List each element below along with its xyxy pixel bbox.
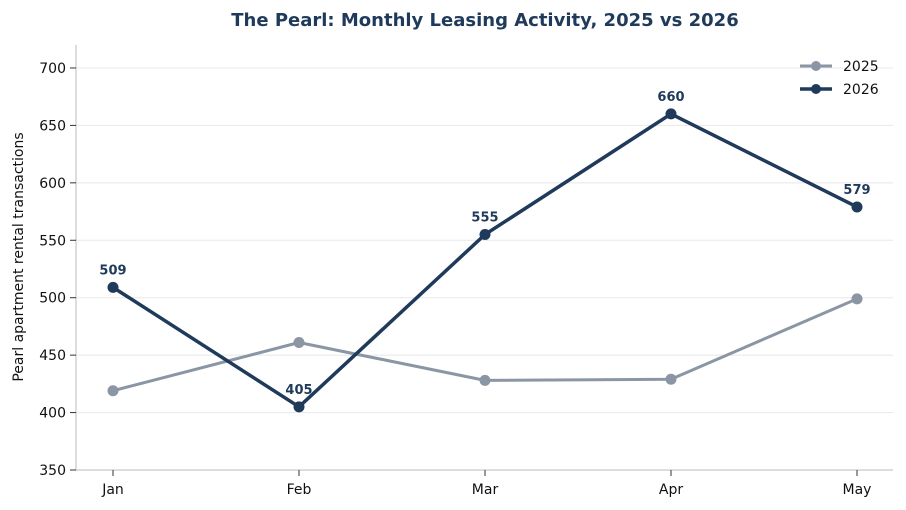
y-tick-label: 600 [39, 176, 66, 192]
y-axis-label: Pearl apartment rental transactions [11, 132, 27, 381]
legend-marker [811, 84, 821, 94]
y-tick-label: 450 [39, 348, 66, 364]
y-tick-label: 550 [39, 233, 66, 249]
series-2025-point [293, 337, 305, 348]
data-label: 509 [99, 263, 126, 278]
y-axis-ticks: 350 400 450 500 550 600 650 700 [39, 61, 76, 479]
series-2026-point [293, 401, 305, 413]
series-2026-point [107, 281, 119, 293]
data-label: 579 [843, 183, 870, 198]
y-tick-label: 500 [39, 291, 66, 307]
legend-item-2025: 2025 [800, 59, 879, 75]
series-2026-point [479, 229, 491, 241]
series-2025 [107, 293, 863, 397]
x-tick-label: Mar [472, 482, 499, 498]
series-2025-point [665, 373, 677, 385]
gridlines [76, 67, 893, 414]
y-tick-label: 400 [39, 406, 66, 422]
chart-title: The Pearl: Monthly Leasing Activity, 202… [231, 10, 738, 31]
series-2025-point [107, 385, 119, 397]
y-tick-label: 650 [39, 118, 66, 134]
y-tick-label: 350 [39, 463, 66, 479]
series-2025-point [851, 293, 863, 305]
x-tick-label: Apr [659, 482, 683, 498]
data-label: 660 [657, 90, 684, 105]
data-label: 555 [471, 211, 498, 226]
series-2025-point [479, 374, 491, 386]
legend-item-2026: 2026 [800, 82, 879, 98]
legend: 2025 2026 [800, 59, 879, 98]
x-axis-ticks: Jan Feb Mar Apr May [101, 470, 871, 498]
axes [75, 45, 893, 471]
series-2026-point [665, 108, 677, 120]
series-layer: 509 405 555 660 579 [99, 90, 871, 413]
series-2026-point [851, 201, 863, 213]
y-tick-label: 700 [39, 61, 66, 77]
series-2026: 509 405 555 660 579 [99, 90, 871, 413]
x-tick-label: Jan [101, 482, 124, 498]
x-tick-label: May [843, 482, 872, 498]
x-tick-label: Feb [287, 482, 312, 498]
legend-label: 2025 [843, 59, 879, 75]
legend-label: 2026 [843, 82, 879, 98]
data-label: 405 [285, 383, 312, 398]
legend-marker [811, 61, 821, 71]
